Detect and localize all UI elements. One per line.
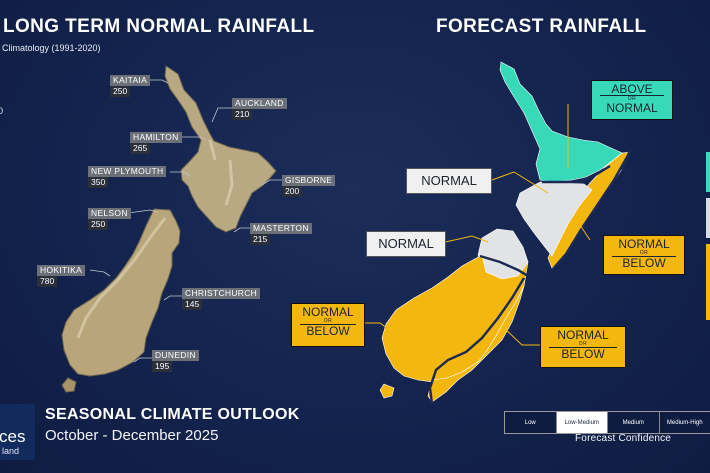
logo-text-top: ces: [0, 427, 26, 446]
city-name: DUNEDIN: [152, 350, 199, 361]
left-panel-title: LONG TERM NORMAL RAINFALL: [3, 16, 315, 37]
logo: [0, 404, 35, 460]
confidence-label: Forecast Confidence: [575, 433, 672, 444]
city-dunedin: DUNEDIN 195: [152, 350, 199, 372]
forecast-label-divider: [600, 95, 664, 96]
confidence-low-medium: Low-Medium: [556, 412, 608, 433]
forecast-label-or: OR: [627, 96, 637, 102]
leader-lines: [363, 104, 591, 346]
forecast-label-divider: [549, 347, 617, 348]
city-name: AUCKLAND: [232, 98, 287, 109]
leader-lines-white: [440, 171, 549, 244]
legend-swatch-above-normal: [706, 152, 710, 192]
confidence-scale: Low Low-Medium Medium Medium-High: [504, 411, 710, 434]
right-panel-title: FORECAST RAINFALL: [436, 16, 647, 37]
forecast-label-top: NORMAL: [302, 305, 354, 319]
city-name: MASTERTON: [250, 223, 312, 234]
left-ranges: [76, 139, 234, 339]
city-name: HAMILTON: [130, 132, 182, 143]
left-stewart-island: [61, 377, 77, 393]
forecast-label-divider: [300, 324, 356, 325]
city-name: GISBORNE: [282, 175, 336, 186]
city-name: KAITAIA: [110, 75, 151, 86]
left-south-island: [61, 208, 181, 377]
city-name: CHRISTCHURCH: [182, 288, 261, 299]
city-rainfall: 215: [250, 234, 271, 245]
city-rainfall: 350: [88, 177, 109, 188]
region-south-east-normal-or-below: [427, 285, 525, 403]
forecast-label-bottom: BELOW: [306, 324, 350, 338]
forecast-label-divider: [612, 256, 676, 257]
forecast-label-bottom: NORMAL: [606, 101, 658, 115]
forecast-label-above-normal: ABOVE OR NORMAL: [591, 80, 673, 120]
forecast-label-normal-or-below-east: NORMAL OR BELOW: [603, 235, 685, 275]
city-rainfall: 145: [182, 299, 203, 310]
forecast-label-normal-south: NORMAL: [366, 231, 446, 257]
right-nz-map: [363, 61, 633, 405]
forecast-label-or: OR: [323, 318, 333, 324]
city-nelson: NELSON 250: [88, 208, 131, 230]
city-rainfall: 210: [232, 109, 253, 120]
outlook-title: SEASONAL CLIMATE OUTLOOK: [45, 406, 300, 423]
legend-swatch-normal-or-below: [706, 244, 710, 320]
city-gisborne: GISBORNE 200: [282, 175, 336, 197]
forecast-label-top: NORMAL: [618, 237, 670, 251]
forecast-label-normal-or-below-south: NORMAL OR BELOW: [540, 326, 626, 368]
left-nz-map: [61, 65, 277, 393]
region-stewart-island: [379, 383, 395, 399]
forecast-label-normal-or-below-west: NORMAL OR BELOW: [291, 303, 365, 347]
forecast-label-bottom: BELOW: [622, 256, 666, 270]
region-boundary-lines: [428, 149, 633, 405]
forecast-label-bottom: BELOW: [561, 347, 605, 361]
city-hokitika: HOKITIKA 780: [37, 265, 86, 287]
city-rainfall: 195: [152, 361, 173, 372]
confidence-low: Low: [505, 412, 557, 433]
outlook-period: October - December 2025: [45, 427, 219, 444]
city-auckland: AUCKLAND 210: [232, 98, 287, 120]
legend-swatch-normal: [706, 198, 710, 238]
city-name: NEW PLYMOUTH: [88, 166, 167, 177]
city-leaders: [89, 79, 282, 363]
city-rainfall: 265: [130, 143, 151, 154]
city-rainfall: 250: [110, 86, 131, 97]
left-north-island: [164, 65, 277, 233]
confidence-medium: Medium: [608, 412, 660, 433]
left-edge-mark: 0: [0, 106, 4, 116]
region-north-above-normal: [499, 61, 623, 183]
city-rainfall: 250: [88, 219, 109, 230]
left-panel-subtitle: Climatology (1991-2020): [2, 43, 101, 53]
city-rainfall: 200: [282, 186, 303, 197]
forecast-label-top: ABOVE: [611, 82, 653, 96]
city-name: HOKITIKA: [37, 265, 86, 276]
city-kaitaia: KAITAIA 250: [110, 75, 151, 97]
city-masterton: MASTERTON 215: [250, 223, 312, 245]
city-rainfall: 780: [37, 276, 58, 287]
city-name: NELSON: [88, 208, 131, 219]
logo-text-bottom: land: [2, 446, 20, 456]
city-new-plymouth: NEW PLYMOUTH 350: [88, 166, 167, 188]
confidence-medium-high: Medium-High: [660, 412, 710, 433]
city-christchurch: CHRISTCHURCH 145: [182, 288, 261, 310]
city-hamilton: HAMILTON 265: [130, 132, 182, 154]
forecast-label-or: OR: [639, 250, 649, 256]
forecast-label-or: OR: [578, 341, 588, 347]
forecast-label-top: NORMAL: [557, 328, 609, 342]
forecast-label-normal-north: NORMAL: [406, 168, 492, 194]
